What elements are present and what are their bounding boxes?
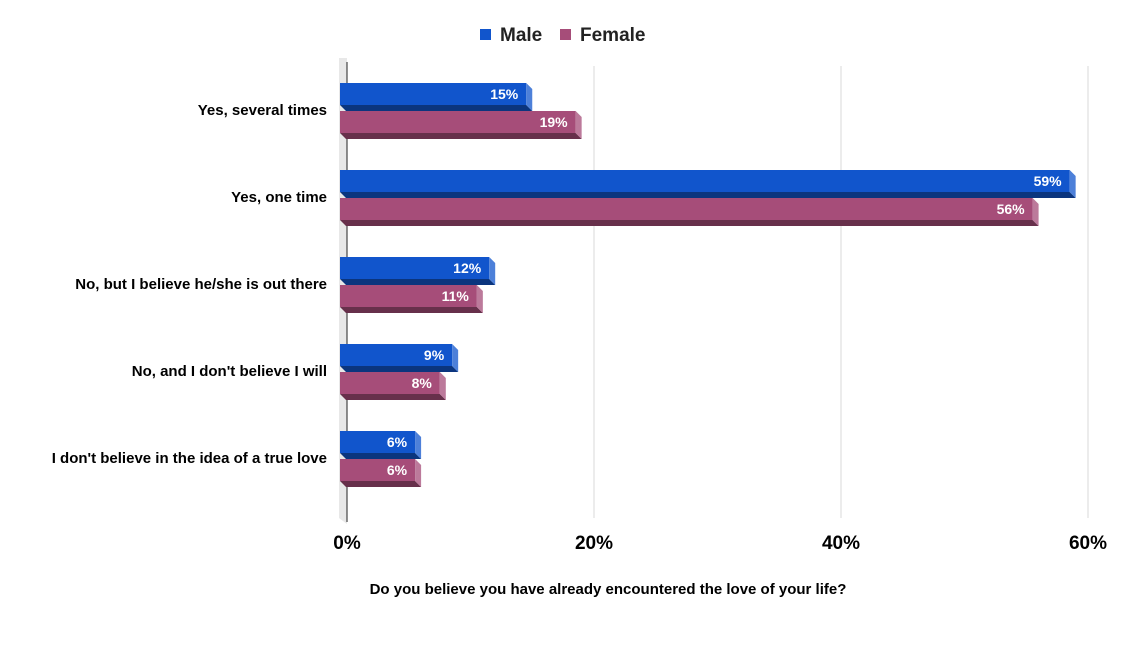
- x-tick-label: 60%: [1069, 533, 1107, 554]
- data-label: 15%: [490, 86, 519, 102]
- bar-female: [340, 111, 576, 133]
- bar-side-face: [452, 344, 459, 372]
- bar-side-face: [489, 257, 496, 285]
- bar-male: [340, 431, 416, 453]
- bar-female: [340, 198, 1033, 220]
- bar-bottom-face: [340, 307, 483, 313]
- legend-label: Female: [580, 25, 645, 46]
- bar-bottom-face: [340, 192, 1076, 198]
- bar-side-face: [1032, 198, 1039, 226]
- bar-side-face: [476, 285, 483, 313]
- category-label: Yes, one time: [231, 189, 327, 206]
- data-label: 19%: [540, 114, 569, 130]
- bar-female: [340, 285, 477, 307]
- x-tick-label: 0%: [333, 533, 361, 554]
- bar-bottom-face: [340, 453, 422, 459]
- bar-bottom-face: [340, 105, 533, 111]
- category-label: No, and I don't believe I will: [132, 363, 327, 380]
- bar-bottom-face: [340, 220, 1039, 226]
- x-tick-label: 20%: [575, 533, 613, 554]
- bar-female: [340, 372, 440, 394]
- data-label: 56%: [997, 201, 1026, 217]
- data-label: 6%: [387, 462, 408, 478]
- gridlines: [593, 66, 1089, 518]
- bar-bottom-face: [340, 394, 446, 400]
- bar-bottom-face: [340, 279, 496, 285]
- x-tick-labels: 0% 20% 40% 60%: [333, 533, 1107, 554]
- bar-male: [340, 257, 490, 279]
- x-tick-label: 40%: [822, 533, 860, 554]
- bar-male: [340, 170, 1070, 192]
- data-label: 8%: [412, 375, 433, 391]
- legend-label: Male: [500, 25, 542, 46]
- bar-side-face: [575, 111, 582, 139]
- x-axis-title: Do you believe you have already encounte…: [370, 581, 847, 598]
- category-labels: Yes, several times Yes, one time No, but I…: [52, 102, 327, 467]
- bar-side-face: [415, 431, 422, 459]
- bar-side-face: [439, 372, 446, 400]
- legend-swatch-male: [480, 29, 491, 40]
- bar-male: [340, 344, 453, 366]
- bar-bottom-face: [340, 133, 582, 139]
- category-label: Yes, several times: [198, 102, 327, 119]
- category-label: No, but I believe he/she is out there: [75, 276, 327, 293]
- bar-side-face: [415, 459, 422, 487]
- data-label: 59%: [1034, 173, 1063, 189]
- category-label: I don't believe in the idea of a true lo…: [52, 450, 327, 467]
- data-labels: 15% 19% 59% 56% 12% 11% 9% 8% 6% 6%: [387, 86, 1062, 478]
- bar-side-face: [526, 83, 533, 111]
- bar-bottom-face: [340, 366, 459, 372]
- data-label: 6%: [387, 434, 408, 450]
- legend-swatch-female: [560, 29, 571, 40]
- bars: [340, 83, 1076, 487]
- data-label: 9%: [424, 347, 445, 363]
- bar-male: [340, 83, 527, 105]
- bar-female: [340, 459, 416, 481]
- bar-side-face: [1069, 170, 1076, 198]
- data-label: 12%: [453, 260, 482, 276]
- bar-bottom-face: [340, 481, 422, 487]
- legend: Male Female: [480, 25, 645, 46]
- data-label: 11%: [442, 288, 470, 304]
